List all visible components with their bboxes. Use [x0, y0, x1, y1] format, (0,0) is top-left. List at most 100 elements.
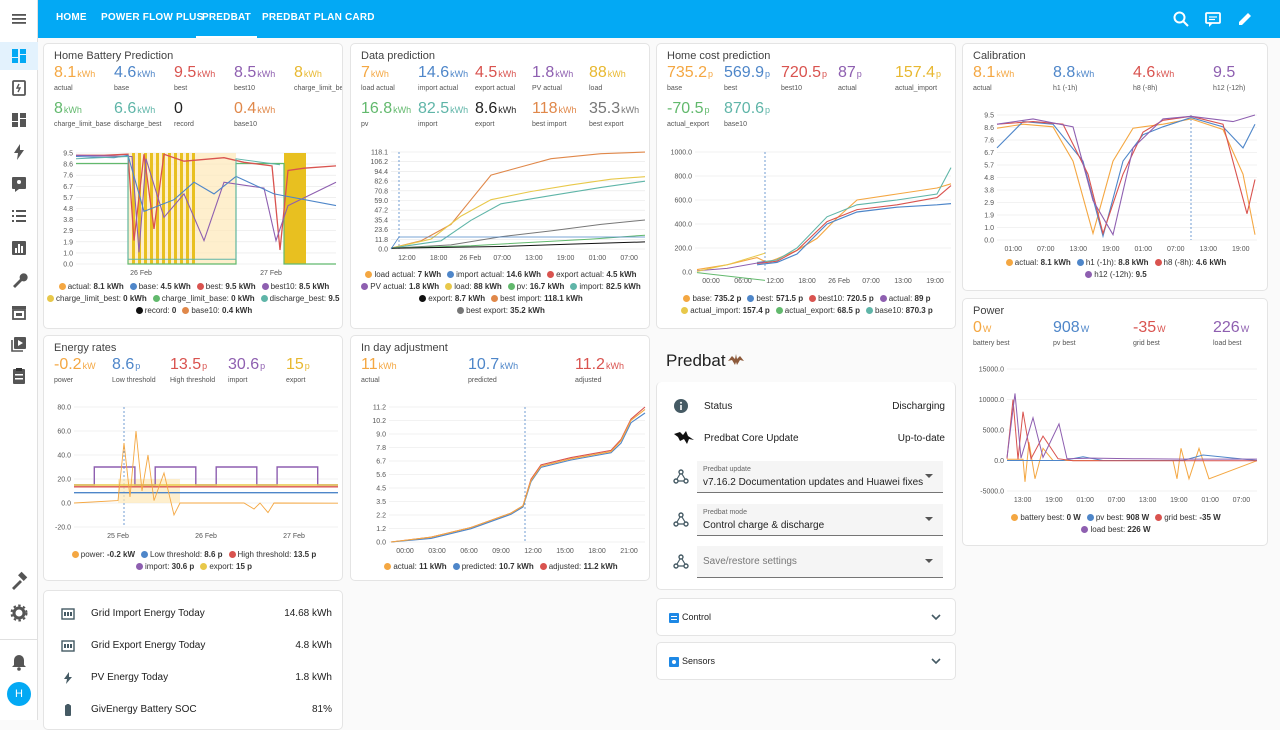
legend-item[interactable]: power: -0.2 kW — [71, 550, 135, 559]
x-tick-label: 19:00 — [1045, 497, 1063, 504]
entity-row[interactable]: GivEnergy Battery SOC 81% — [44, 695, 342, 727]
legend-item[interactable]: best10: 8.5 kWh — [261, 282, 329, 291]
legend-item[interactable]: base: 4.5 kWh — [129, 282, 191, 291]
metric-number: 14.6 — [418, 64, 450, 81]
tab-home[interactable]: HOME — [56, 12, 87, 23]
legend-item[interactable]: base: 735.2 p — [683, 294, 741, 303]
legend-item[interactable]: load actual: 7 kWh — [365, 270, 441, 279]
legend-item[interactable]: charge_limit_best: 0 kWh — [47, 294, 147, 303]
tab-predbat[interactable]: PREDBAT — [196, 0, 257, 38]
legend-item[interactable]: pv: 16.7 kWh — [507, 282, 564, 291]
save-restore-select[interactable]: Save/restore settings — [697, 546, 943, 578]
entity-name: GivEnergy Battery SOC — [91, 704, 197, 715]
legend-item[interactable]: actual_export: 68.5 p — [775, 306, 860, 315]
legend-item[interactable]: base10: 0.4 kWh — [182, 306, 252, 315]
legend-item[interactable]: actual: 11 kWh — [384, 562, 447, 571]
legend-item[interactable]: pv best: 908 W — [1086, 513, 1149, 522]
entity-row[interactable]: Grid Import Energy Today 14.68 kWh — [44, 599, 342, 631]
legend-item[interactable]: h12 (-12h): 9.5 — [1085, 270, 1147, 279]
legend-item[interactable]: load: 88 kWh — [445, 282, 502, 291]
legend-dot — [809, 295, 817, 302]
legend-item[interactable]: best import: 118.1 kWh — [491, 294, 583, 303]
dashboard2-icon[interactable] — [9, 110, 29, 130]
legend-item[interactable]: export actual: 4.5 kWh — [547, 270, 637, 279]
legend-label: pv: — [516, 282, 530, 291]
metric-unit: kWh — [63, 105, 82, 115]
legend-item[interactable]: actual: 8.1 kWh — [58, 282, 124, 291]
avatar[interactable]: H — [7, 682, 31, 706]
card-title: Calibration — [973, 50, 1026, 62]
legend-item[interactable]: export: 8.7 kWh — [419, 294, 485, 303]
legend-item[interactable]: High threshold: 13.5 p — [228, 550, 316, 559]
metric-label: best — [724, 85, 738, 92]
predbat-update-select[interactable]: Predbat update v7.16.2 Documentation upda… — [697, 461, 943, 493]
media-icon[interactable] — [9, 334, 29, 354]
list-icon[interactable] — [9, 206, 29, 226]
store-icon[interactable] — [9, 302, 29, 322]
metric-number: 569.9 — [724, 64, 765, 81]
legend-label: best10: — [270, 282, 300, 291]
history-icon[interactable] — [9, 238, 29, 258]
legend-item[interactable]: h1 (-1h): 8.8 kWh — [1076, 258, 1149, 267]
metric-label: charge_limit_base — [54, 121, 111, 128]
logbook-icon[interactable] — [9, 174, 29, 194]
control-expander[interactable]: Control — [656, 598, 956, 636]
legend-item[interactable]: best: 9.5 kWh — [196, 282, 256, 291]
x-tick-label: 09:00 — [492, 548, 510, 555]
edit-icon[interactable] — [1236, 10, 1254, 28]
legend-item[interactable]: load best: 226 W — [1081, 525, 1151, 534]
legend-item[interactable]: discharge_best: 9.5 kWh — [260, 294, 342, 303]
legend-item[interactable]: import: 30.6 p — [135, 562, 194, 571]
dashboard-icon[interactable] — [9, 46, 29, 66]
legend-item[interactable]: record: 0 — [135, 306, 176, 315]
y-tick-label: 11.2 — [373, 405, 386, 412]
legend-label: best export: — [466, 306, 511, 315]
entity-row[interactable]: Grid Export Energy Today 4.8 kWh — [44, 631, 342, 663]
legend-item[interactable]: predicted: 10.7 kWh — [452, 562, 534, 571]
metric-unit: kWh — [1156, 69, 1175, 79]
legend-label: export actual: — [556, 270, 607, 279]
bell-icon[interactable] — [9, 652, 29, 672]
home-battery-prediction-card: Home Battery Prediction 9.5 8.6 7.6 6.7 5.7 4.… — [43, 43, 343, 329]
gear-icon[interactable] — [9, 603, 29, 623]
legend-item[interactable]: import: 82.5 kWh — [570, 282, 641, 291]
legend-item[interactable]: actual_import: 157.4 p — [681, 306, 770, 315]
legend-item[interactable]: best export: 35.2 kWh — [457, 306, 545, 315]
legend-item[interactable]: best: 571.5 p — [747, 294, 803, 303]
legend-item[interactable]: import actual: 14.6 kWh — [447, 270, 541, 279]
legend-item[interactable]: charge_limit_base: 0 kWh — [152, 294, 255, 303]
legend-item[interactable]: PV actual: 1.8 kWh — [361, 282, 439, 291]
legend-label: charge_limit_base: — [161, 294, 232, 303]
energy-icon[interactable] — [9, 78, 29, 98]
metric-number: 720.5 — [781, 64, 822, 81]
metric-number: 4.5 — [475, 64, 498, 81]
tab-power-flow-plus[interactable]: POWER FLOW PLUS — [101, 12, 204, 23]
metric-unit: p — [822, 69, 828, 79]
sensors-expander[interactable]: Sensors — [656, 642, 956, 680]
lightning-icon[interactable] — [9, 142, 29, 162]
search-icon[interactable] — [1172, 10, 1190, 28]
legend-item[interactable]: battery best: 0 W — [1011, 513, 1081, 522]
legend-item[interactable]: actual: 89 p — [879, 294, 931, 303]
legend-label: Low threshold: — [150, 550, 205, 559]
predbat-mode-select[interactable]: Predbat mode Control charge & discharge — [697, 504, 943, 536]
tab-predbat-plan-card[interactable]: PREDBAT PLAN CARD — [262, 12, 375, 23]
legend-item[interactable]: grid best: -35 W — [1155, 513, 1221, 522]
menu-icon[interactable] — [9, 9, 29, 29]
hammer-icon[interactable] — [9, 571, 29, 591]
clipboard-icon[interactable] — [9, 366, 29, 386]
legend-item[interactable]: h8 (-8h): 4.6 kWh — [1154, 258, 1226, 267]
charge-bar — [192, 153, 195, 264]
legend-item[interactable]: adjusted: 11.2 kWh — [539, 562, 618, 571]
legend-item[interactable]: actual: 8.1 kWh — [1005, 258, 1071, 267]
legend-item[interactable]: base10: 870.3 p — [865, 306, 933, 315]
legend-item[interactable]: Low threshold: 8.6 p — [141, 550, 223, 559]
legend-item[interactable]: best10: 720.5 p — [809, 294, 874, 303]
metric-unit: W — [1080, 324, 1090, 334]
y-tick-label: 1.0 — [984, 225, 994, 232]
legend-item[interactable]: export: 15 p — [200, 562, 252, 571]
entity-row[interactable]: PV Energy Today 1.8 kWh — [44, 663, 342, 695]
tools-icon[interactable] — [9, 270, 29, 290]
assist-icon[interactable] — [1204, 10, 1222, 28]
legend-row: best export: 35.2 kWh — [351, 306, 649, 315]
